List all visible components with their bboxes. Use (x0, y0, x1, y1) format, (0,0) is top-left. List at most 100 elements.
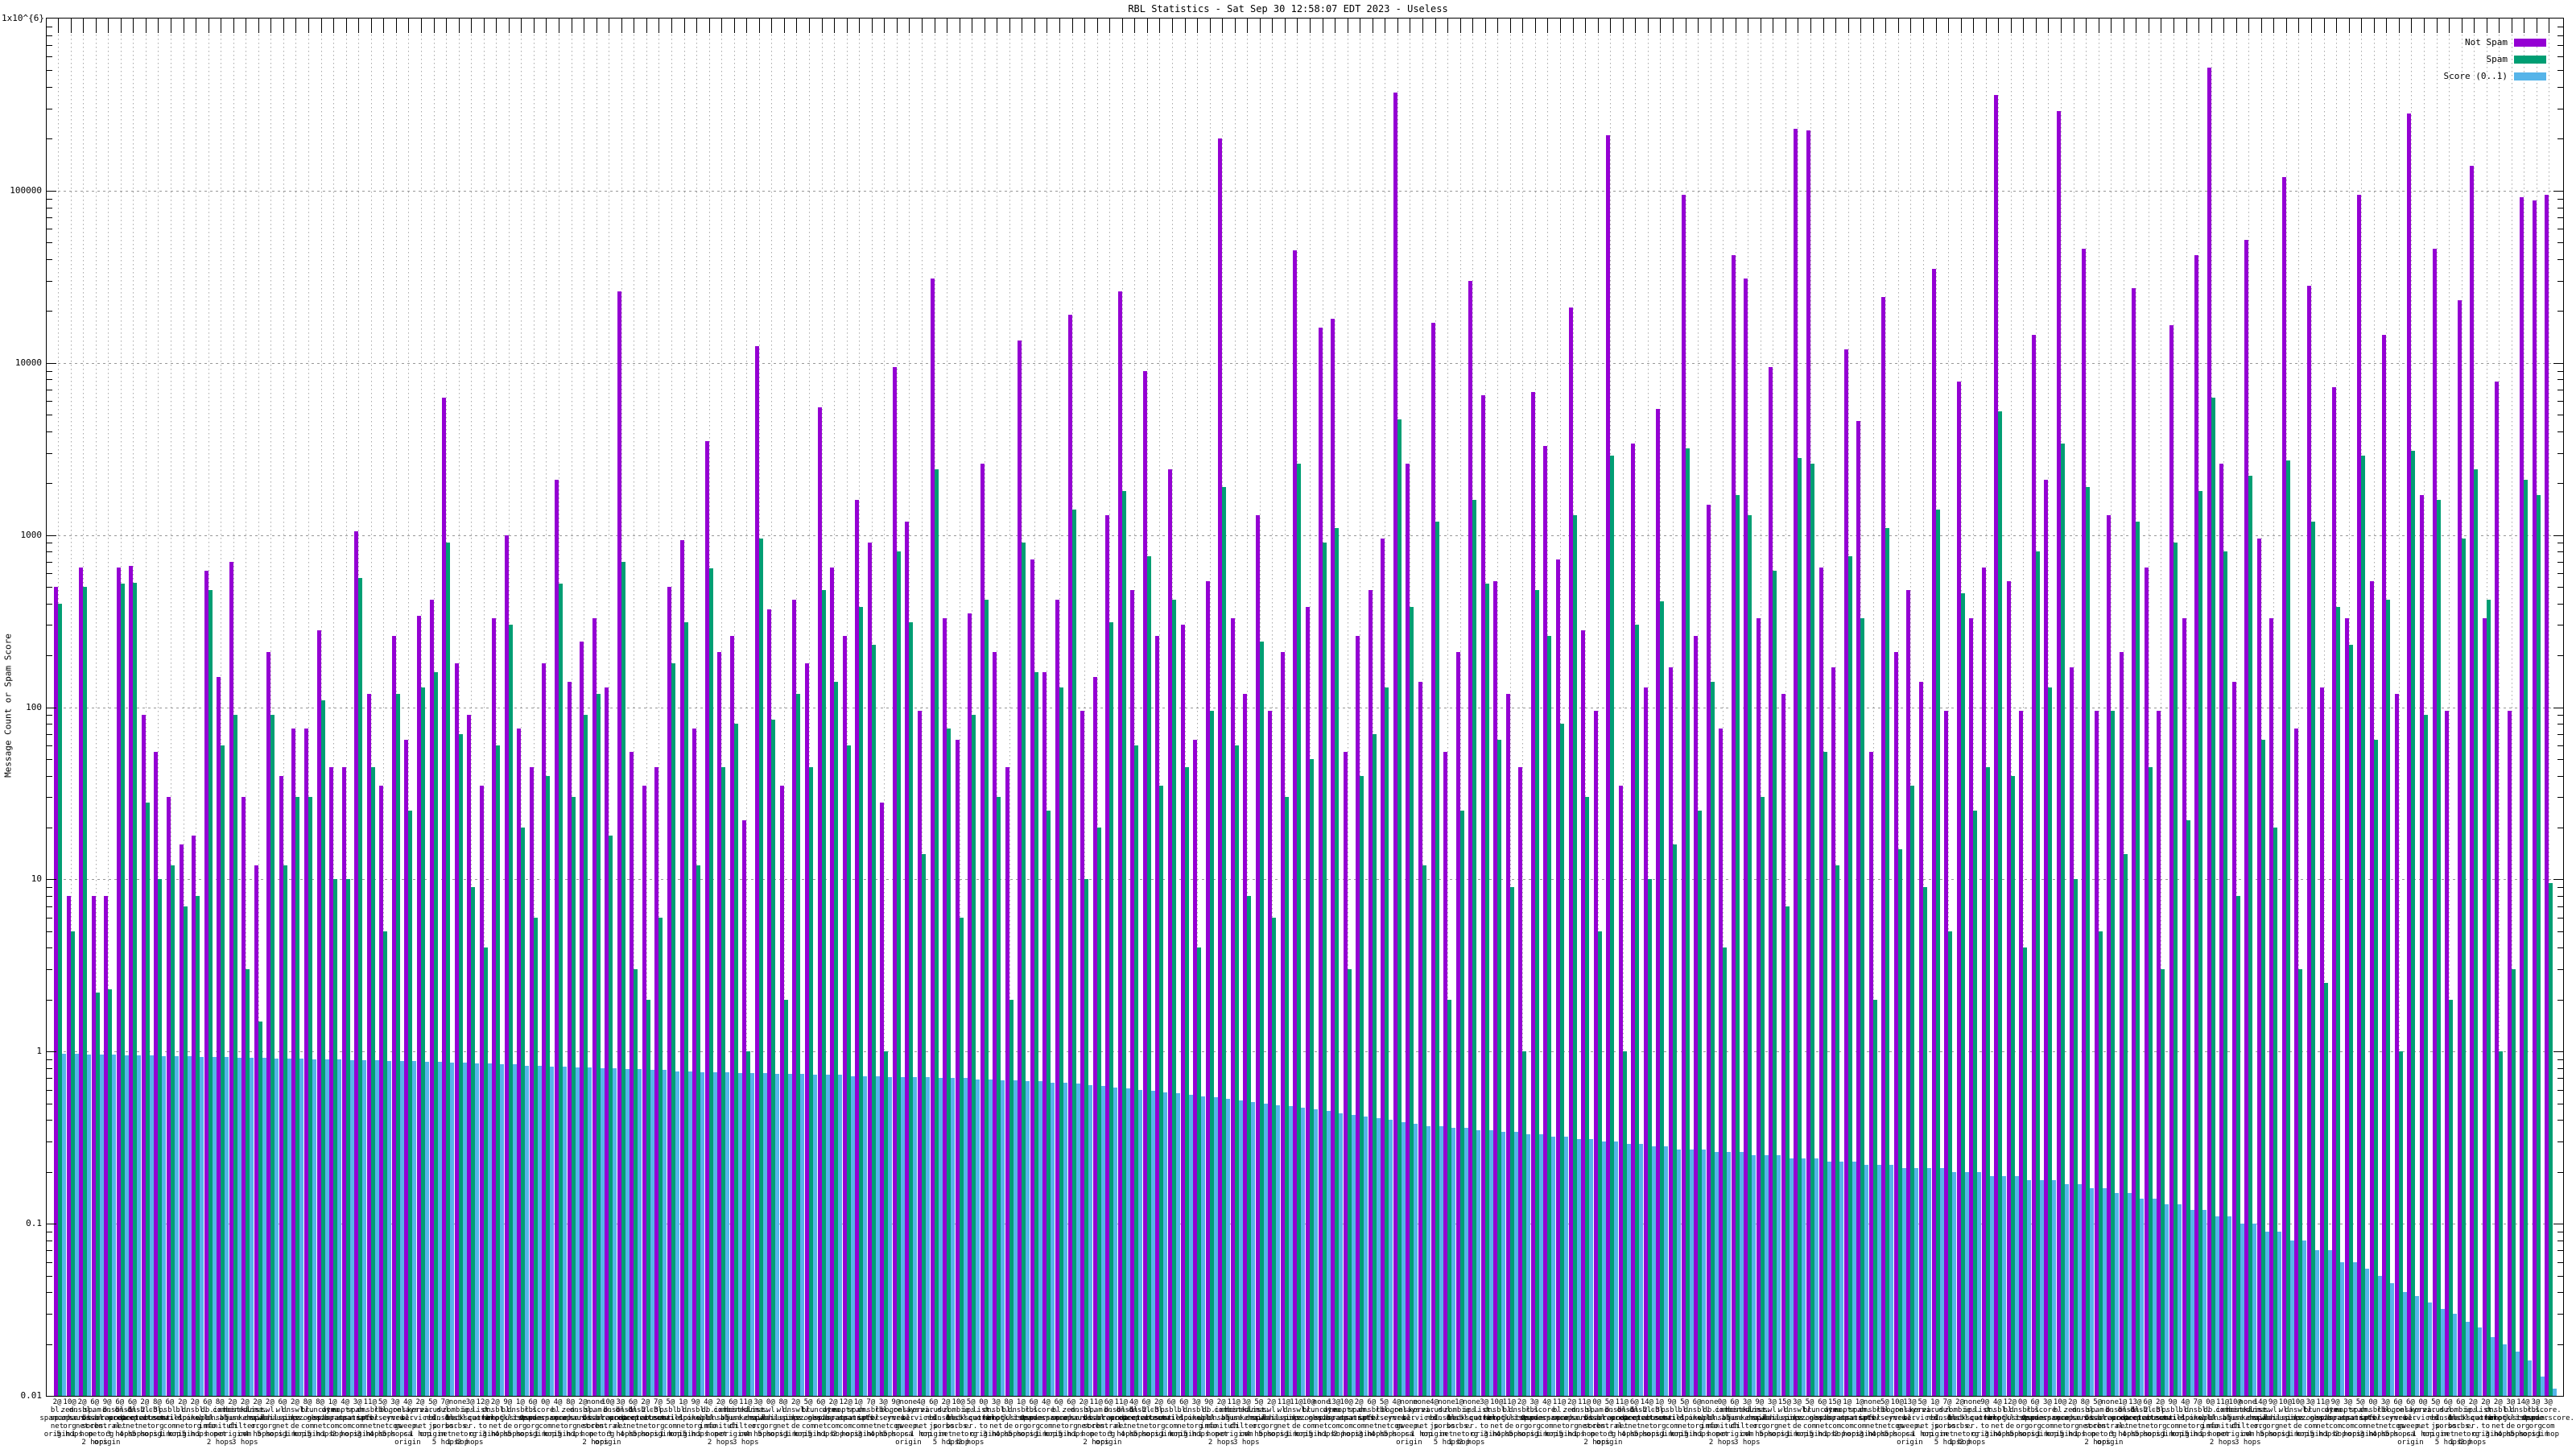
bar-spam (1484, 584, 1489, 1396)
bar-not-spam (1306, 607, 1310, 1396)
y-minor-tick (2557, 370, 2563, 372)
x-tick-label: none dul. dnsbl. sorbs. net 5 hops (1433, 1398, 1460, 1447)
bar-spam (2411, 450, 2416, 1396)
x-tick-label: 3@ score. senderscore. com 1 hop (2021, 1398, 2074, 1439)
bar-spam (2373, 739, 2378, 1396)
x-tick (796, 19, 798, 33)
y-tick-label: 10000 (14, 357, 42, 368)
bar-spam (1084, 879, 1089, 1396)
bar-not-spam (704, 441, 709, 1396)
bar-not-spam (1944, 711, 1949, 1396)
y-minor-tick (2557, 483, 2563, 485)
bar-spam (2023, 947, 2028, 1396)
bar-not-spam (2019, 711, 2024, 1396)
y-minor-tick (2557, 906, 2563, 907)
bar-score (87, 1055, 92, 1396)
x-tick-label: 2@ ips. backscatter er. org 2 hops (2449, 1398, 2497, 1447)
bar-score (1476, 1129, 1481, 1396)
x-tick (1272, 19, 1274, 33)
x-tick-label: 6@ dul. dnsbl. sorbs. net 5 hops (2434, 1398, 2462, 1447)
bar-not-spam (605, 687, 609, 1396)
x-tick (1096, 19, 1098, 33)
x-tick (508, 19, 510, 33)
x-tick-label: 4@ dnsbl-2. uceprotect. net 4 hops (1109, 1398, 1158, 1439)
bar-not-spam (1881, 297, 1886, 1396)
x-tick (295, 19, 297, 33)
y-tick (47, 535, 56, 536)
bar-score (112, 1055, 117, 1396)
x-tick (320, 19, 322, 33)
x-tick-label: 3@ bogons. cymru. com 5 hops (379, 1398, 411, 1439)
x-tick (1960, 19, 1962, 33)
x-tick (1184, 19, 1186, 33)
x-tick-label: 6@ relays. bl. gweep. ca origin (2395, 1398, 2426, 1447)
y-minor-tick (2557, 70, 2563, 72)
bar-score (275, 1059, 279, 1396)
x-tick (120, 19, 122, 33)
bar-score (650, 1070, 654, 1396)
bar-not-spam (2344, 617, 2349, 1396)
bar-not-spam (1130, 589, 1135, 1396)
y-minor-tick (47, 70, 52, 72)
x-tick-label: 1@ dnsbl. justspam. org 5 hops (1001, 1398, 1041, 1439)
x-tick-label: 2@ dnsbl. sorbs. net 1 hop (1070, 1398, 1097, 1439)
x-tick-label: 2@ dnsbl. kempt. net 3 hops (2484, 1398, 2512, 1439)
bar-spam (1171, 600, 1176, 1396)
bar-not-spam (1769, 366, 1773, 1396)
bar-score (2027, 1179, 2032, 1396)
bar-not-spam (479, 786, 484, 1396)
bar-not-spam (416, 615, 421, 1396)
bar-not-spam (1656, 408, 1661, 1396)
x-tick-label: 6@ bogons. cymru. com 5 hops (2382, 1398, 2413, 1439)
y-minor-tick (2557, 917, 2563, 919)
x-tick-label: 8@ cbl. abuseat. org origin (139, 1398, 175, 1439)
y-minor-tick (47, 401, 52, 402)
y-minor-tick (2557, 758, 2563, 760)
bar-not-spam (1255, 515, 1260, 1396)
y-tick (47, 190, 56, 192)
bar-spam (1096, 827, 1101, 1396)
bar-spam (2048, 687, 2053, 1396)
y-minor-tick (2557, 603, 2563, 605)
bar-spam (683, 622, 688, 1396)
bar-spam (997, 797, 1001, 1396)
bar-score (825, 1075, 830, 1396)
legend-swatch-spam (2514, 55, 2546, 64)
bar-score (399, 1061, 404, 1396)
bar-spam (1247, 896, 1252, 1396)
x-tick-label: 1@ noptr. spamrats. com 2 hops (1827, 1398, 1868, 1439)
bar-spam (1134, 745, 1139, 1396)
x-tick (2436, 19, 2438, 33)
bar-score (1752, 1155, 1757, 1396)
bar-not-spam (1193, 739, 1198, 1396)
y-minor-tick (47, 198, 52, 200)
bar-spam (1184, 766, 1189, 1396)
x-tick-label: 5@ rbl. interserver. net 4 hops (356, 1398, 409, 1439)
bar-not-spam (1180, 625, 1185, 1396)
bar-spam (2173, 543, 2178, 1396)
legend-label-score: Score (0..1) (2443, 70, 2508, 81)
y-minor-tick (47, 745, 52, 746)
x-tick (433, 19, 435, 33)
bar-not-spam (1468, 280, 1473, 1396)
bar-spam (2061, 443, 2065, 1396)
bar-not-spam (1280, 651, 1285, 1396)
x-tick (1910, 19, 1912, 33)
bar-not-spam (1218, 138, 1223, 1396)
x-tick (2235, 19, 2237, 33)
x-tick-label: none zombie. dnsbl. sorbs. net 1 hop (442, 1398, 473, 1447)
bar-spam (2536, 495, 2541, 1396)
bar-spam (1973, 811, 1978, 1396)
bar-score (362, 1060, 367, 1396)
bar-spam (221, 745, 225, 1396)
x-tick-label: 11@ dnsbl. sorbs. net 1 hop (1571, 1398, 1598, 1439)
bar-not-spam (1756, 617, 1761, 1396)
x-tick-label: 3@ list. quorum. to origin (1468, 1398, 1500, 1439)
x-tick (1935, 19, 1937, 33)
y-minor-tick (47, 917, 52, 919)
bar-not-spam (1631, 443, 1636, 1396)
x-tick (783, 19, 785, 33)
bar-not-spam (204, 571, 208, 1396)
x-tick (1459, 19, 1461, 33)
y-minor-tick (2557, 999, 2563, 1001)
